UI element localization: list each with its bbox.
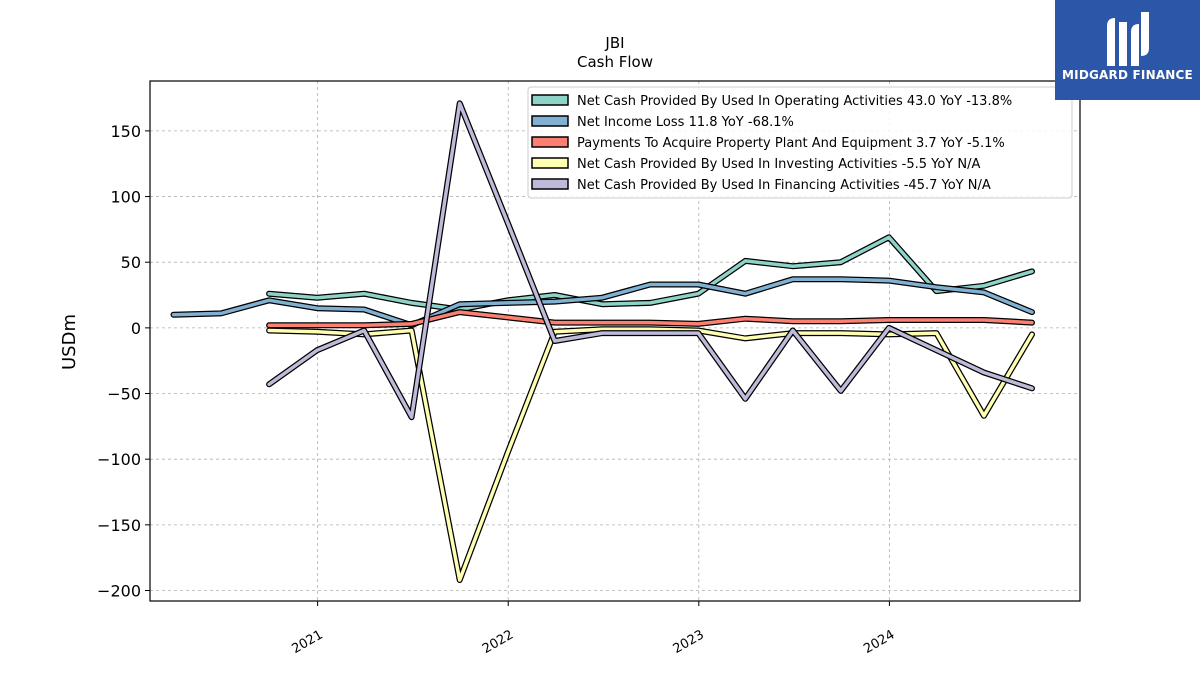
series-0-line bbox=[266, 234, 1035, 313]
legend-label: Net Cash Provided By Used In Financing A… bbox=[577, 178, 991, 193]
legend: Net Cash Provided By Used In Operating A… bbox=[527, 86, 1073, 199]
y-tick-label: 50 bbox=[121, 253, 141, 272]
x-tick-label: 2023 bbox=[671, 627, 707, 657]
legend-label: Payments To Acquire Property Plant And E… bbox=[577, 136, 1005, 151]
x-tick-label: 2024 bbox=[861, 627, 897, 657]
legend-swatch bbox=[531, 94, 569, 106]
legend-label: Net Cash Provided By Used In Investing A… bbox=[577, 157, 980, 172]
y-axis-ticks: −200 −150 −100 −50 0 50 100 150 bbox=[97, 122, 150, 600]
y-axis-label: USDm bbox=[59, 314, 80, 370]
y-tick-label: 0 bbox=[131, 319, 141, 338]
legend-box bbox=[527, 86, 1073, 199]
x-tick-label: 2022 bbox=[480, 627, 516, 657]
logo-text: MIDGARD FINANCE bbox=[1062, 68, 1193, 82]
legend-swatch bbox=[531, 136, 569, 148]
chart-title: JBI bbox=[604, 34, 624, 52]
legend-swatch bbox=[531, 115, 569, 127]
y-tick-label: −100 bbox=[97, 450, 141, 469]
legend-label: Net Cash Provided By Used In Operating A… bbox=[577, 94, 1012, 109]
series-stroke bbox=[267, 310, 1034, 327]
legend-swatch bbox=[531, 178, 569, 190]
x-tick-label: 2021 bbox=[289, 627, 325, 657]
series-2-line bbox=[266, 309, 1035, 329]
y-tick-label: −150 bbox=[97, 516, 141, 535]
y-tick-label: −200 bbox=[97, 581, 141, 600]
x-axis-ticks: 2021 2022 2023 2024 bbox=[289, 601, 897, 657]
chart-subtitle: Cash Flow bbox=[577, 53, 653, 71]
logo-mark-icon bbox=[1107, 12, 1149, 66]
legend-swatch bbox=[531, 157, 569, 169]
series-stroke bbox=[267, 101, 1034, 419]
series-lines bbox=[170, 100, 1035, 583]
y-tick-label: 100 bbox=[110, 188, 141, 207]
y-tick-label: 150 bbox=[110, 122, 141, 141]
series-4-line bbox=[266, 100, 1035, 421]
plot-frame bbox=[149, 80, 1081, 602]
legend-label: Net Income Loss 11.8 YoY -68.1% bbox=[577, 115, 794, 130]
y-tick-label: −50 bbox=[107, 385, 141, 404]
midgard-finance-logo: MIDGARD FINANCE bbox=[1055, 0, 1200, 100]
series-1-line bbox=[170, 276, 1035, 329]
series-stroke bbox=[267, 235, 1034, 312]
series-stroke bbox=[171, 277, 1034, 327]
